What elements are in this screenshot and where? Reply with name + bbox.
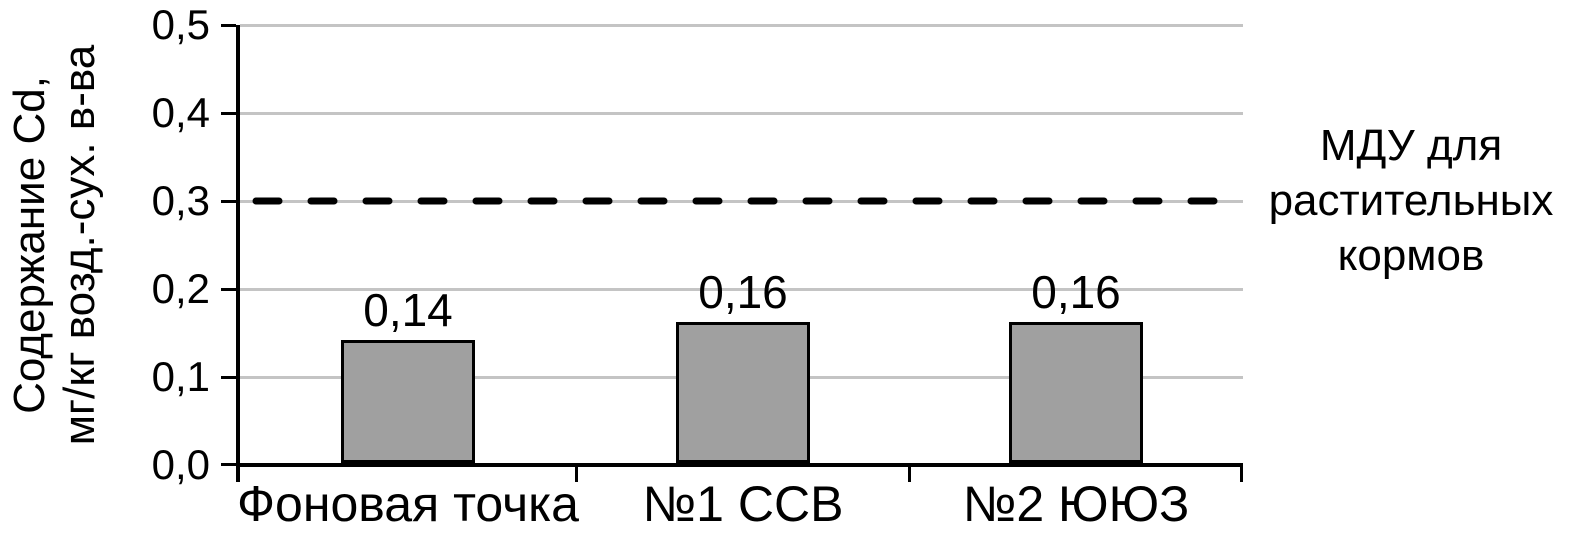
y-tick-label-0_5: 0,5: [151, 1, 210, 48]
x-axis-tick: [575, 467, 578, 482]
y-axis-title-line2: мг/кг возд.-сух. в-ва: [55, 44, 104, 446]
y-tick-label-0_4: 0,4: [151, 89, 210, 136]
plot-area: 0,14 0,16 0,16: [221, 24, 1243, 482]
bar-value-label: 0,14: [363, 284, 453, 336]
gridline: [240, 24, 1243, 27]
y-axis-tick: [221, 376, 236, 379]
gridline: [240, 288, 1243, 291]
y-axis-tick: [221, 463, 236, 466]
y-tick-label-0_1: 0,1: [151, 353, 210, 400]
y-axis-tick: [221, 200, 236, 203]
y-tick-label-0_0: 0,0: [151, 441, 210, 488]
x-axis-line: [236, 463, 1243, 467]
gridline: [240, 112, 1243, 115]
y-tick-label-0_2: 0,2: [151, 265, 210, 312]
reference-line-dashed: [252, 197, 1222, 205]
x-axis-tick: [1240, 467, 1243, 482]
y-axis-line: [236, 25, 240, 482]
gridline: [240, 200, 1243, 203]
bar-rect: [341, 340, 475, 463]
bar-n2-yuyuz: 0,16: [1009, 269, 1143, 463]
bar-rect: [1009, 322, 1143, 463]
y-axis-title: Содержание Cd, мг/кг возд.-сух. в-ва: [5, 15, 105, 475]
x-label-fonovaya-tochka: Фоновая точка: [237, 476, 579, 532]
y-axis-tick: [221, 288, 236, 291]
bar-value-label: 0,16: [698, 266, 788, 318]
reference-line-label: МДУ для растительных кормов: [1268, 121, 1554, 280]
x-label-n1-ssv: №1 ССВ: [642, 476, 844, 532]
bar-value-label: 0,16: [1031, 266, 1121, 318]
bar-n1-ssv: 0,16: [676, 269, 810, 463]
y-axis-title-line1: Содержание Cd,: [5, 76, 54, 414]
y-tick-label-0_3: 0,3: [151, 177, 210, 224]
y-axis-tick: [221, 112, 236, 115]
y-axis-tick: [221, 24, 236, 27]
x-axis-tick: [908, 467, 911, 482]
bar-rect: [676, 322, 810, 463]
bar-fonovaya-tochka: 0,14: [341, 287, 475, 463]
x-label-n2-yuyuz: №2 ЮЮЗ: [962, 476, 1190, 532]
